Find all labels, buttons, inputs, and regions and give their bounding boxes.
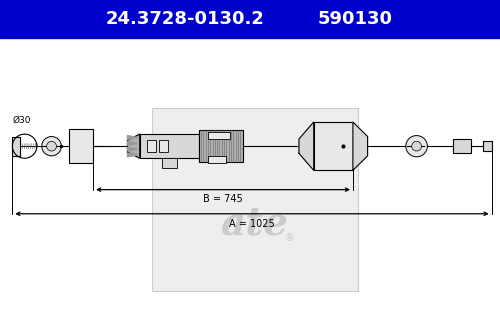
Circle shape <box>406 136 427 157</box>
Bar <box>162 158 176 168</box>
Polygon shape <box>128 147 138 151</box>
Bar <box>152 108 358 291</box>
Bar <box>208 156 226 163</box>
Text: A = 1025: A = 1025 <box>229 218 275 229</box>
Text: ®: ® <box>284 233 294 243</box>
Polygon shape <box>128 153 138 157</box>
Text: 24.3728-0130.2: 24.3728-0130.2 <box>106 10 264 28</box>
Circle shape <box>46 141 56 151</box>
Polygon shape <box>128 141 138 145</box>
Text: B = 745: B = 745 <box>203 194 243 204</box>
Bar <box>68 129 93 163</box>
Bar <box>140 134 198 158</box>
Text: 590130: 590130 <box>318 10 392 28</box>
Circle shape <box>412 141 422 151</box>
Bar <box>483 141 492 151</box>
Text: Ø30: Ø30 <box>13 116 32 125</box>
Bar <box>454 139 470 154</box>
Bar <box>198 131 242 162</box>
Bar <box>12 137 20 156</box>
Polygon shape <box>299 122 314 170</box>
Bar <box>147 141 156 152</box>
Polygon shape <box>353 122 368 170</box>
Bar <box>314 122 353 170</box>
Bar <box>208 132 231 139</box>
Circle shape <box>42 137 62 156</box>
Bar <box>160 141 168 152</box>
Polygon shape <box>128 134 140 158</box>
Text: ate: ate <box>221 204 289 242</box>
Polygon shape <box>128 136 138 140</box>
